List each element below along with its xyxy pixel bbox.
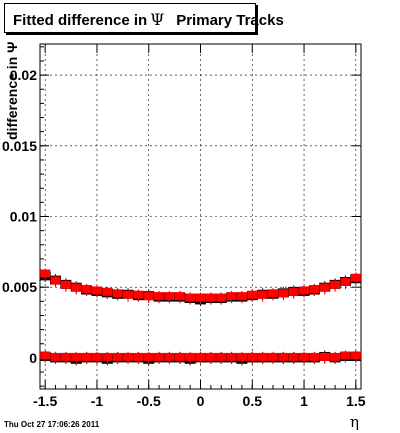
x-tick-label: 0.5 (243, 393, 263, 409)
data-point (133, 290, 144, 299)
data-point (143, 352, 154, 361)
data-point (319, 352, 330, 361)
data-point (236, 292, 247, 301)
data-point (257, 290, 268, 299)
data-point (60, 280, 71, 289)
data-point (185, 293, 196, 302)
data-point (205, 352, 216, 361)
data-point (81, 285, 92, 294)
data-point (102, 352, 113, 361)
data-point (340, 277, 351, 286)
data-point (288, 287, 299, 296)
data-point (154, 352, 165, 361)
data-point (81, 352, 92, 361)
data-point (40, 269, 51, 278)
data-point (50, 352, 61, 361)
data-point (340, 351, 351, 360)
y-tick-label: 0.02 (10, 67, 37, 83)
data-point (60, 352, 71, 361)
data-point (236, 352, 247, 361)
data-point (257, 352, 268, 361)
data-point (350, 273, 361, 282)
data-point (154, 292, 165, 301)
data-point (195, 293, 206, 302)
y-tick-label: 0.01 (10, 209, 37, 225)
data-point (267, 289, 278, 298)
data-point (247, 290, 258, 299)
x-tick-label: 1 (300, 393, 308, 409)
data-point (299, 352, 310, 361)
data-point (226, 352, 237, 361)
grid (40, 44, 361, 389)
data-point (174, 352, 185, 361)
data-point (350, 351, 361, 360)
data-point (278, 352, 289, 361)
data-point (267, 352, 278, 361)
data-point (309, 352, 320, 361)
y-tick-label: 0.005 (2, 279, 37, 295)
data-point (91, 352, 102, 361)
data-markers (39, 268, 362, 366)
tick-labels: -1.5 -1 -0.5 0 0.5 1 1.5 0 0.005 0.01 0.015 0.02 (2, 67, 366, 409)
data-point (133, 352, 144, 361)
data-point (91, 286, 102, 295)
data-point (143, 292, 154, 301)
data-point (112, 352, 123, 361)
data-point (164, 352, 175, 361)
data-point (123, 290, 134, 299)
title-suffix: Primary Tracks (176, 12, 284, 29)
y-axis-label: difference in Ψ (4, 41, 20, 140)
title-box: Fitted difference in Ψ Primary Tracks (4, 3, 284, 33)
data-point (164, 292, 175, 301)
data-point (226, 292, 237, 301)
y-tick-label: 0.015 (2, 138, 37, 154)
data-point (205, 293, 216, 302)
title-symbol: Ψ (150, 10, 165, 29)
data-point (174, 292, 185, 301)
x-tick-label: 0 (197, 393, 205, 409)
data-point (216, 352, 227, 361)
data-point (71, 283, 82, 292)
x-tick-label: -1 (91, 393, 104, 409)
x-tick-label: -0.5 (137, 393, 161, 409)
title-prefix: Fitted difference in (13, 12, 148, 29)
data-point (319, 283, 330, 292)
data-point (195, 352, 206, 361)
data-point (185, 352, 196, 361)
data-point (288, 352, 299, 361)
x-tick-label: 1.5 (346, 393, 366, 409)
data-point (102, 287, 113, 296)
data-point (71, 352, 82, 361)
data-point (247, 352, 258, 361)
x-axis-label: η (350, 413, 359, 431)
data-point (50, 276, 61, 285)
data-point (330, 352, 341, 361)
y-tick-label: 0 (29, 350, 37, 366)
data-point (112, 289, 123, 298)
chart-title: Fitted difference in Ψ Primary Tracks (13, 10, 284, 29)
data-point (299, 286, 310, 295)
data-point (123, 352, 134, 361)
data-point (330, 280, 341, 289)
data-point (278, 289, 289, 298)
x-tick-label: -1.5 (33, 393, 57, 409)
data-point (309, 285, 320, 294)
data-point (216, 293, 227, 302)
data-point (40, 351, 51, 360)
datestamp: Thu Oct 27 17:06:26 2011 (4, 420, 100, 429)
